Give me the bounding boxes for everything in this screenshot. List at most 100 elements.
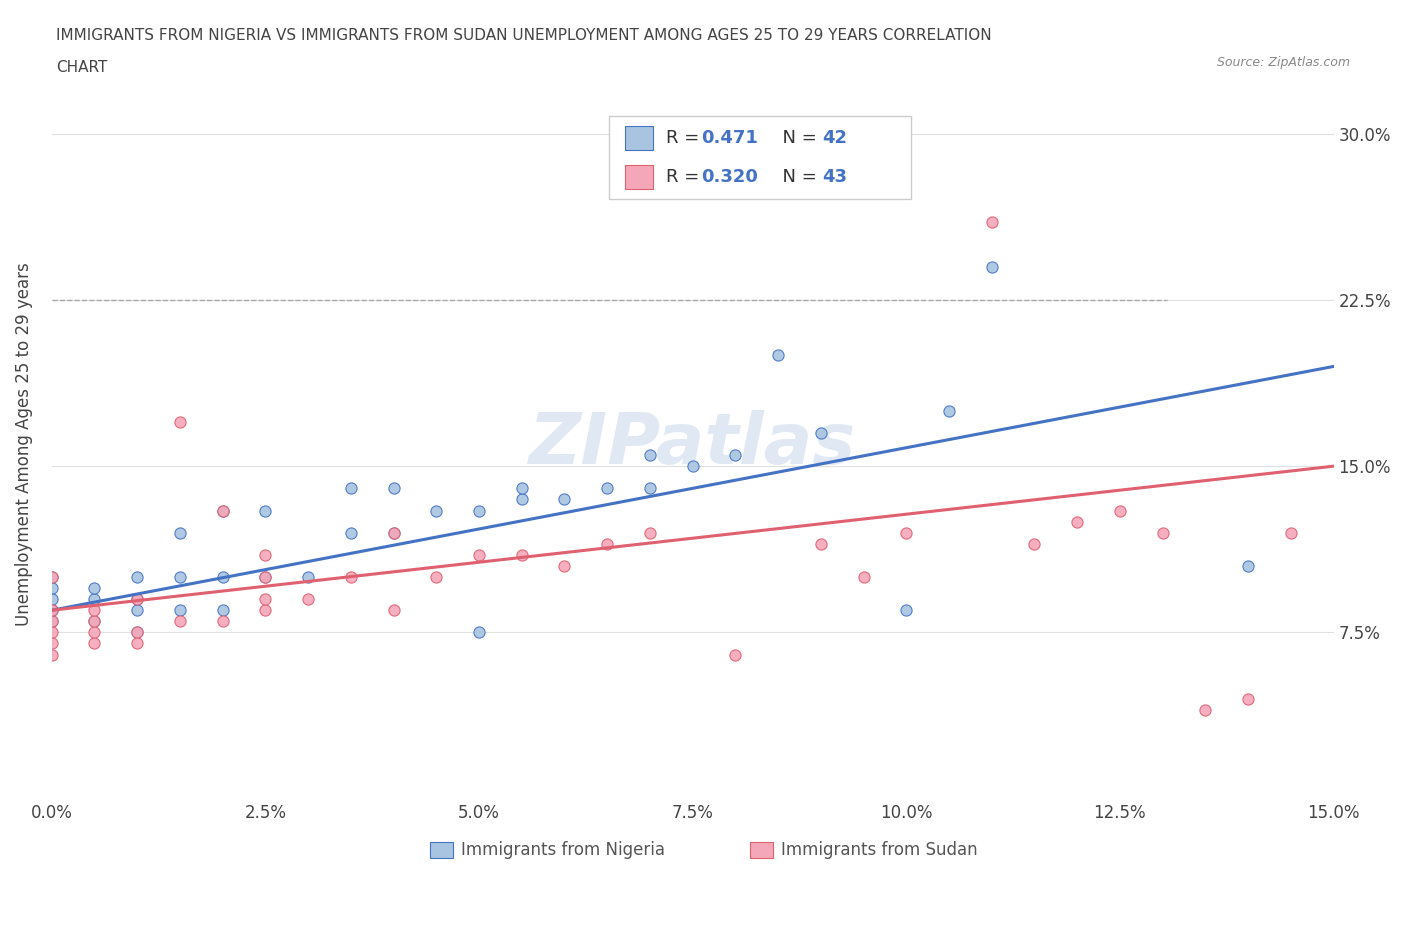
Point bbox=[169, 525, 191, 540]
Bar bbox=[751, 842, 773, 857]
Point bbox=[211, 503, 233, 518]
Point bbox=[41, 569, 63, 584]
Text: N =: N = bbox=[770, 167, 823, 186]
Point bbox=[1194, 702, 1216, 717]
Point bbox=[211, 569, 233, 584]
Point bbox=[938, 404, 960, 418]
Point bbox=[1152, 525, 1174, 540]
Point bbox=[682, 458, 704, 473]
Point bbox=[254, 569, 277, 584]
Point bbox=[596, 481, 619, 496]
Point bbox=[41, 580, 63, 595]
FancyBboxPatch shape bbox=[609, 115, 911, 199]
Point bbox=[83, 580, 105, 595]
Text: 42: 42 bbox=[823, 129, 846, 147]
Point bbox=[83, 614, 105, 629]
Point bbox=[41, 614, 63, 629]
Point bbox=[724, 447, 747, 462]
Point bbox=[510, 548, 533, 563]
Point bbox=[169, 603, 191, 618]
Point bbox=[254, 603, 277, 618]
Point bbox=[41, 614, 63, 629]
Point bbox=[382, 525, 405, 540]
Point bbox=[1279, 525, 1302, 540]
Text: N =: N = bbox=[770, 129, 823, 147]
Point bbox=[127, 636, 149, 651]
Point bbox=[211, 503, 233, 518]
Point bbox=[41, 625, 63, 640]
Point bbox=[340, 481, 363, 496]
Text: R =: R = bbox=[665, 167, 704, 186]
Bar bbox=[624, 165, 652, 189]
Text: R =: R = bbox=[665, 129, 704, 147]
Point bbox=[169, 614, 191, 629]
Point bbox=[340, 525, 363, 540]
Point bbox=[510, 492, 533, 507]
Point bbox=[510, 481, 533, 496]
Point bbox=[211, 614, 233, 629]
Point bbox=[1109, 503, 1132, 518]
Point bbox=[766, 348, 789, 363]
Point bbox=[297, 591, 319, 606]
Point bbox=[638, 525, 661, 540]
Bar bbox=[430, 842, 453, 857]
Text: IMMIGRANTS FROM NIGERIA VS IMMIGRANTS FROM SUDAN UNEMPLOYMENT AMONG AGES 25 TO 2: IMMIGRANTS FROM NIGERIA VS IMMIGRANTS FR… bbox=[56, 28, 991, 43]
Text: 43: 43 bbox=[823, 167, 846, 186]
Point bbox=[254, 591, 277, 606]
Point bbox=[980, 215, 1002, 230]
Point bbox=[41, 591, 63, 606]
Point bbox=[810, 426, 832, 441]
Point bbox=[1066, 514, 1088, 529]
Point bbox=[1237, 559, 1260, 574]
Y-axis label: Unemployment Among Ages 25 to 29 years: Unemployment Among Ages 25 to 29 years bbox=[15, 262, 32, 626]
Text: 0.320: 0.320 bbox=[702, 167, 758, 186]
Point bbox=[83, 591, 105, 606]
Point bbox=[254, 548, 277, 563]
Point bbox=[127, 569, 149, 584]
Point bbox=[852, 569, 875, 584]
Point bbox=[83, 625, 105, 640]
Point bbox=[41, 603, 63, 618]
Point bbox=[724, 647, 747, 662]
Point bbox=[211, 603, 233, 618]
Point bbox=[425, 569, 447, 584]
Point bbox=[896, 603, 918, 618]
Point bbox=[468, 625, 491, 640]
Point bbox=[553, 559, 575, 574]
Point bbox=[425, 503, 447, 518]
Point bbox=[83, 636, 105, 651]
Point bbox=[896, 525, 918, 540]
Point bbox=[468, 548, 491, 563]
Point bbox=[638, 481, 661, 496]
Text: 0.471: 0.471 bbox=[702, 129, 758, 147]
Point bbox=[41, 647, 63, 662]
Point bbox=[382, 603, 405, 618]
Point bbox=[127, 591, 149, 606]
Point bbox=[596, 537, 619, 551]
Point bbox=[83, 603, 105, 618]
Bar bbox=[624, 126, 652, 151]
Point bbox=[1237, 692, 1260, 707]
Point bbox=[127, 625, 149, 640]
Point bbox=[638, 447, 661, 462]
Point bbox=[127, 625, 149, 640]
Point bbox=[254, 569, 277, 584]
Point bbox=[127, 591, 149, 606]
Point bbox=[41, 636, 63, 651]
Point bbox=[83, 614, 105, 629]
Text: Source: ZipAtlas.com: Source: ZipAtlas.com bbox=[1216, 56, 1350, 69]
Point bbox=[169, 415, 191, 430]
Text: ZIPatlas: ZIPatlas bbox=[529, 409, 856, 479]
Point bbox=[127, 603, 149, 618]
Point bbox=[468, 503, 491, 518]
Point bbox=[1024, 537, 1046, 551]
Point bbox=[553, 492, 575, 507]
Point bbox=[169, 569, 191, 584]
Point bbox=[41, 569, 63, 584]
Point bbox=[382, 481, 405, 496]
Point bbox=[980, 259, 1002, 274]
Point bbox=[297, 569, 319, 584]
Text: Immigrants from Nigeria: Immigrants from Nigeria bbox=[461, 841, 665, 858]
Point bbox=[41, 603, 63, 618]
Text: Immigrants from Sudan: Immigrants from Sudan bbox=[782, 841, 977, 858]
